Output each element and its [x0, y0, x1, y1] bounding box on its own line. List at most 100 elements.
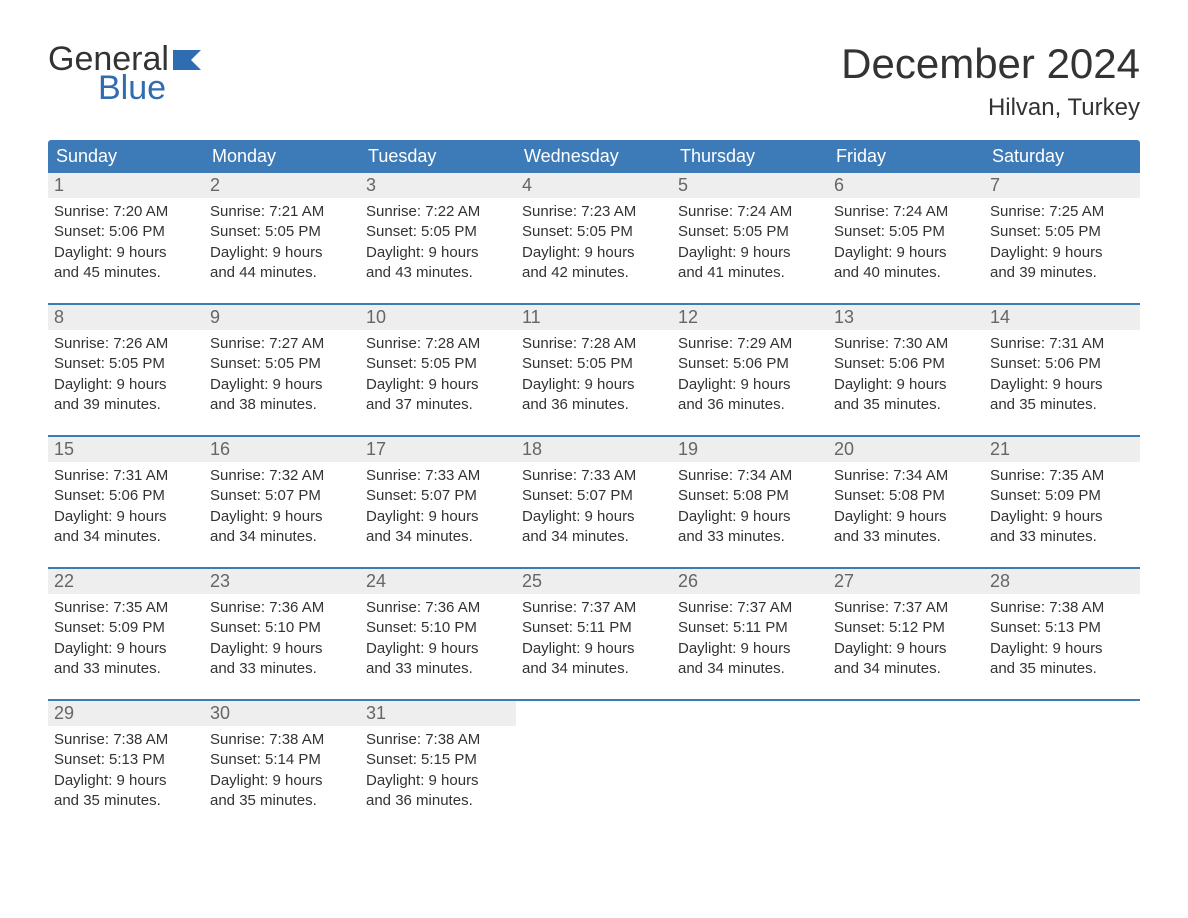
sunrise-text: Sunrise: 7:34 AM	[678, 466, 822, 486]
day-number: 22	[48, 569, 204, 594]
sunrise-text: Sunrise: 7:21 AM	[210, 202, 354, 222]
day-number: 8	[48, 305, 204, 330]
sunset-text: Sunset: 5:06 PM	[678, 354, 822, 374]
day-body: Sunrise: 7:38 AMSunset: 5:13 PMDaylight:…	[48, 726, 204, 817]
sunrise-text: Sunrise: 7:30 AM	[834, 334, 978, 354]
day-body: Sunrise: 7:32 AMSunset: 5:07 PMDaylight:…	[204, 462, 360, 553]
daylight-text: Daylight: 9 hours	[210, 771, 354, 791]
daylight-text: Daylight: 9 hours	[522, 375, 666, 395]
daylight-text: Daylight: 9 hours	[54, 507, 198, 527]
day-body: Sunrise: 7:25 AMSunset: 5:05 PMDaylight:…	[984, 198, 1140, 289]
day-number: 11	[516, 305, 672, 330]
day-body: Sunrise: 7:23 AMSunset: 5:05 PMDaylight:…	[516, 198, 672, 289]
day-cell: 17Sunrise: 7:33 AMSunset: 5:07 PMDayligh…	[360, 437, 516, 555]
daylight-text: and 43 minutes.	[366, 263, 510, 283]
daylight-text: and 44 minutes.	[210, 263, 354, 283]
daylight-text: and 33 minutes.	[834, 527, 978, 547]
sunrise-text: Sunrise: 7:36 AM	[210, 598, 354, 618]
day-body: Sunrise: 7:37 AMSunset: 5:12 PMDaylight:…	[828, 594, 984, 685]
day-cell: 3Sunrise: 7:22 AMSunset: 5:05 PMDaylight…	[360, 173, 516, 291]
day-cell: 25Sunrise: 7:37 AMSunset: 5:11 PMDayligh…	[516, 569, 672, 687]
daylight-text: and 33 minutes.	[54, 659, 198, 679]
daylight-text: Daylight: 9 hours	[54, 243, 198, 263]
sunrise-text: Sunrise: 7:38 AM	[210, 730, 354, 750]
daylight-text: and 36 minutes.	[522, 395, 666, 415]
sunrise-text: Sunrise: 7:23 AM	[522, 202, 666, 222]
sunrise-text: Sunrise: 7:24 AM	[834, 202, 978, 222]
day-number: 1	[48, 173, 204, 198]
day-cell: 4Sunrise: 7:23 AMSunset: 5:05 PMDaylight…	[516, 173, 672, 291]
day-cell: 24Sunrise: 7:36 AMSunset: 5:10 PMDayligh…	[360, 569, 516, 687]
daylight-text: Daylight: 9 hours	[366, 507, 510, 527]
day-body: Sunrise: 7:29 AMSunset: 5:06 PMDaylight:…	[672, 330, 828, 421]
day-cell: 27Sunrise: 7:37 AMSunset: 5:12 PMDayligh…	[828, 569, 984, 687]
sunset-text: Sunset: 5:06 PM	[990, 354, 1134, 374]
day-number: 3	[360, 173, 516, 198]
sunset-text: Sunset: 5:06 PM	[834, 354, 978, 374]
sunset-text: Sunset: 5:06 PM	[54, 486, 198, 506]
daylight-text: and 34 minutes.	[678, 659, 822, 679]
day-body: Sunrise: 7:24 AMSunset: 5:05 PMDaylight:…	[828, 198, 984, 289]
day-body: Sunrise: 7:38 AMSunset: 5:13 PMDaylight:…	[984, 594, 1140, 685]
day-body: Sunrise: 7:22 AMSunset: 5:05 PMDaylight:…	[360, 198, 516, 289]
day-number: 23	[204, 569, 360, 594]
day-body: Sunrise: 7:36 AMSunset: 5:10 PMDaylight:…	[204, 594, 360, 685]
day-number: 21	[984, 437, 1140, 462]
day-cell: 28Sunrise: 7:38 AMSunset: 5:13 PMDayligh…	[984, 569, 1140, 687]
day-number: 17	[360, 437, 516, 462]
sunrise-text: Sunrise: 7:28 AM	[366, 334, 510, 354]
day-cell: 12Sunrise: 7:29 AMSunset: 5:06 PMDayligh…	[672, 305, 828, 423]
flag-icon	[173, 50, 201, 70]
day-body: Sunrise: 7:20 AMSunset: 5:06 PMDaylight:…	[48, 198, 204, 289]
week-row: 29Sunrise: 7:38 AMSunset: 5:13 PMDayligh…	[48, 699, 1140, 819]
day-cell: 26Sunrise: 7:37 AMSunset: 5:11 PMDayligh…	[672, 569, 828, 687]
sunrise-text: Sunrise: 7:35 AM	[990, 466, 1134, 486]
sunrise-text: Sunrise: 7:28 AM	[522, 334, 666, 354]
day-body: Sunrise: 7:31 AMSunset: 5:06 PMDaylight:…	[984, 330, 1140, 421]
sunrise-text: Sunrise: 7:22 AM	[366, 202, 510, 222]
sunrise-text: Sunrise: 7:38 AM	[366, 730, 510, 750]
daylight-text: Daylight: 9 hours	[834, 639, 978, 659]
daylight-text: and 35 minutes.	[54, 791, 198, 811]
day-number: 30	[204, 701, 360, 726]
sunset-text: Sunset: 5:08 PM	[834, 486, 978, 506]
day-cell	[672, 701, 828, 819]
day-number: 26	[672, 569, 828, 594]
day-cell: 29Sunrise: 7:38 AMSunset: 5:13 PMDayligh…	[48, 701, 204, 819]
daylight-text: and 39 minutes.	[990, 263, 1134, 283]
daylight-text: and 35 minutes.	[210, 791, 354, 811]
day-body: Sunrise: 7:35 AMSunset: 5:09 PMDaylight:…	[48, 594, 204, 685]
daylight-text: and 33 minutes.	[990, 527, 1134, 547]
daylight-text: Daylight: 9 hours	[210, 507, 354, 527]
sunset-text: Sunset: 5:11 PM	[522, 618, 666, 638]
daylight-text: and 35 minutes.	[990, 395, 1134, 415]
day-number: 24	[360, 569, 516, 594]
sunset-text: Sunset: 5:08 PM	[678, 486, 822, 506]
sunrise-text: Sunrise: 7:33 AM	[366, 466, 510, 486]
day-number: 31	[360, 701, 516, 726]
day-body: Sunrise: 7:37 AMSunset: 5:11 PMDaylight:…	[672, 594, 828, 685]
week-row: 15Sunrise: 7:31 AMSunset: 5:06 PMDayligh…	[48, 435, 1140, 555]
day-cell: 13Sunrise: 7:30 AMSunset: 5:06 PMDayligh…	[828, 305, 984, 423]
daylight-text: and 34 minutes.	[54, 527, 198, 547]
daylight-text: Daylight: 9 hours	[366, 771, 510, 791]
daylight-text: and 33 minutes.	[678, 527, 822, 547]
weekday-cell: Saturday	[984, 140, 1140, 173]
daylight-text: Daylight: 9 hours	[522, 507, 666, 527]
sunset-text: Sunset: 5:09 PM	[54, 618, 198, 638]
daylight-text: Daylight: 9 hours	[678, 243, 822, 263]
day-cell: 18Sunrise: 7:33 AMSunset: 5:07 PMDayligh…	[516, 437, 672, 555]
daylight-text: Daylight: 9 hours	[366, 243, 510, 263]
sunset-text: Sunset: 5:10 PM	[366, 618, 510, 638]
day-body: Sunrise: 7:28 AMSunset: 5:05 PMDaylight:…	[516, 330, 672, 421]
day-number: 13	[828, 305, 984, 330]
day-number: 7	[984, 173, 1140, 198]
header: General Blue December 2024 Hilvan, Turke…	[48, 40, 1140, 122]
daylight-text: and 34 minutes.	[366, 527, 510, 547]
daylight-text: and 33 minutes.	[210, 659, 354, 679]
daylight-text: Daylight: 9 hours	[990, 375, 1134, 395]
sunset-text: Sunset: 5:05 PM	[210, 354, 354, 374]
day-number: 10	[360, 305, 516, 330]
sunset-text: Sunset: 5:13 PM	[990, 618, 1134, 638]
daylight-text: Daylight: 9 hours	[990, 507, 1134, 527]
